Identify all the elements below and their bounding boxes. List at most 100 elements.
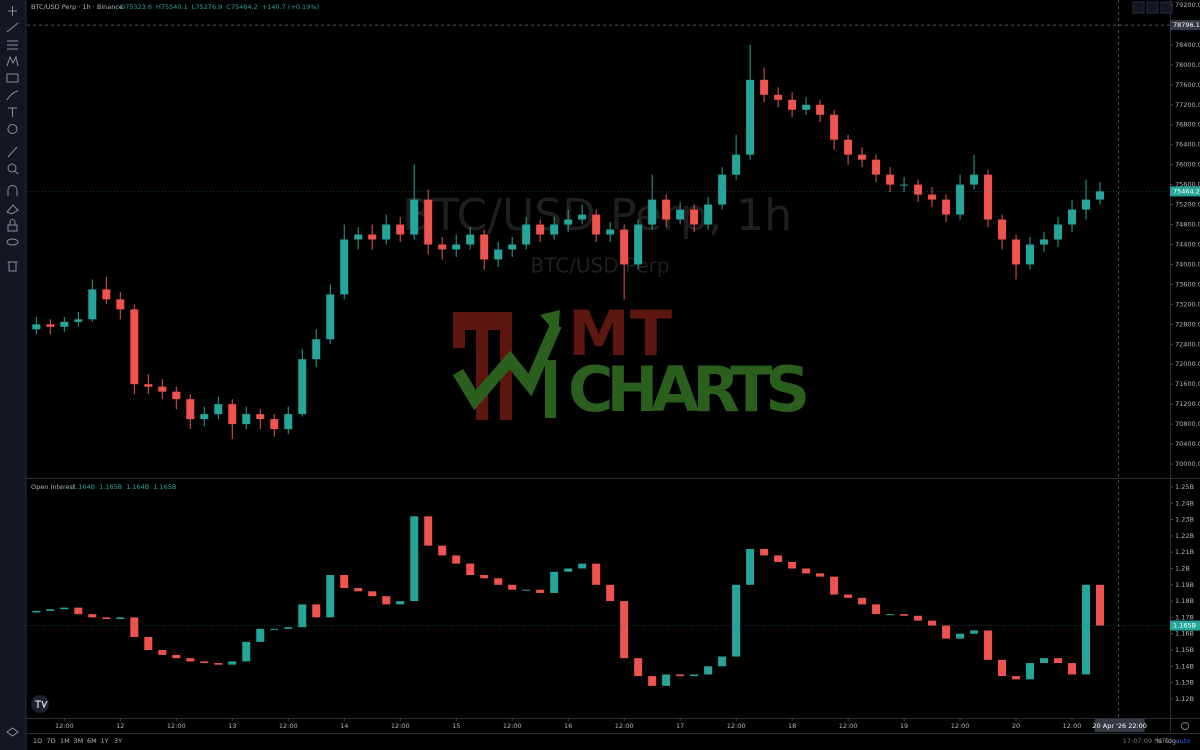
candle-body — [214, 663, 223, 665]
candle-body — [1026, 663, 1035, 680]
candle-body — [1040, 239, 1049, 245]
range-button[interactable]: 7D — [47, 737, 56, 745]
hide-tool[interactable] — [6, 238, 19, 246]
legend-value: +140.7 (+0.19%) — [262, 3, 319, 11]
candle-body — [872, 604, 881, 615]
candle-body — [116, 617, 125, 620]
candle-body — [144, 384, 153, 387]
candle-body — [914, 615, 923, 621]
candle-body — [676, 209, 685, 220]
candle-body — [536, 224, 545, 235]
y-tick-label: 1.22B — [1175, 532, 1194, 540]
candle-body — [676, 674, 685, 677]
trend-line-tool[interactable] — [6, 22, 19, 33]
candle-body — [480, 234, 489, 260]
candle-body — [620, 601, 629, 659]
y-tick-label: 76000.0 — [1175, 161, 1200, 169]
candle-body — [662, 674, 671, 686]
range-button[interactable]: 3M — [74, 737, 84, 745]
range-button[interactable]: 3Y — [114, 737, 122, 745]
candle-body — [368, 591, 377, 597]
candle-body — [1040, 658, 1049, 664]
x-tick-label: 12:00 — [727, 722, 746, 730]
clock: 17:07:09 (UTC) — [1123, 737, 1172, 745]
measure-tool[interactable] — [7, 146, 18, 158]
candle-body — [102, 617, 111, 620]
candle-body — [298, 604, 307, 628]
crosshair-price-box — [1170, 20, 1200, 31]
candle-body — [410, 199, 419, 235]
x-tick-label: 12 — [116, 722, 124, 730]
layers-button[interactable] — [6, 727, 19, 737]
x-tick-label: 19 — [900, 722, 908, 730]
candle-body — [480, 575, 489, 579]
candle-body — [592, 214, 601, 235]
x-tick-label: 12:00 — [1063, 722, 1082, 730]
legend-value: 1.164B — [126, 483, 149, 491]
candle-body — [606, 584, 615, 602]
candle-body — [326, 294, 335, 340]
pane-0 — [32, 44, 1105, 440]
candle-body — [326, 575, 335, 618]
candle-body — [690, 674, 699, 677]
projection-tool[interactable] — [6, 73, 19, 83]
zoom-tool[interactable] — [7, 163, 19, 175]
scale-option[interactable]: log — [1166, 737, 1176, 745]
candle-body — [172, 391, 181, 400]
x-tick-label: 16 — [564, 722, 572, 730]
settings-button[interactable] — [1181, 722, 1189, 730]
candle-body — [130, 309, 139, 385]
candle-body — [200, 661, 209, 664]
delete-tool[interactable] — [7, 261, 18, 272]
pattern-tool[interactable] — [6, 55, 19, 67]
candle-body — [886, 174, 895, 185]
range-button[interactable]: 1Y — [101, 737, 109, 745]
y-tick-label: 70400.0 — [1175, 440, 1200, 448]
candle-body — [704, 666, 713, 675]
legend-value: 1.164B — [72, 483, 95, 491]
candle-body — [998, 659, 1007, 677]
candle-body — [1068, 209, 1077, 225]
crosshair-tool[interactable] — [8, 6, 17, 16]
candle-body — [340, 239, 349, 295]
candle-body — [438, 545, 447, 556]
y-tick-label: 73600.0 — [1175, 280, 1200, 288]
range-button[interactable]: 1M — [60, 737, 70, 745]
lock-tool[interactable] — [7, 219, 18, 232]
candle-body — [1082, 584, 1091, 675]
logo: MT CHARTS — [452, 297, 810, 426]
x-tick-label: 12:00 — [55, 722, 74, 730]
move-down-button[interactable] — [1132, 1, 1145, 14]
candle-body — [1082, 199, 1091, 210]
brush-tool[interactable] — [6, 90, 19, 101]
candle-body — [466, 234, 475, 245]
y-tick-label: 76400.0 — [1175, 141, 1200, 149]
fib-tool[interactable] — [7, 40, 18, 50]
collapse-button[interactable] — [1146, 1, 1159, 14]
x-tick-label: 12:00 — [391, 722, 410, 730]
candle-body — [746, 548, 755, 585]
magnet-tool[interactable] — [7, 185, 18, 197]
x-tick-label: 17 — [676, 722, 684, 730]
candle-body — [32, 610, 41, 613]
range-button[interactable]: 6M — [87, 737, 97, 745]
candle-body — [956, 184, 965, 215]
y-tick-label: 1.25B — [1175, 483, 1194, 491]
candle-body — [816, 573, 825, 577]
legend-value: C75464.2 — [226, 3, 257, 11]
range-button[interactable]: 1D — [33, 737, 42, 745]
scale-option[interactable]: % — [1156, 737, 1162, 745]
y-tick-label: 74400.0 — [1175, 240, 1200, 248]
maximize-button[interactable] — [1160, 1, 1173, 14]
icon-tool[interactable] — [7, 124, 18, 134]
y-tick-label: 77600.0 — [1175, 81, 1200, 89]
candle-body — [648, 676, 657, 686]
text-tool[interactable] — [8, 107, 17, 117]
candle-body — [844, 139, 853, 155]
draw-mode-tool[interactable] — [6, 204, 19, 215]
scale-option[interactable]: auto — [1176, 737, 1191, 745]
x-tick-label: 12:00 — [167, 722, 186, 730]
y-tick-label: 75200.0 — [1175, 201, 1200, 209]
candle-body — [88, 289, 97, 320]
